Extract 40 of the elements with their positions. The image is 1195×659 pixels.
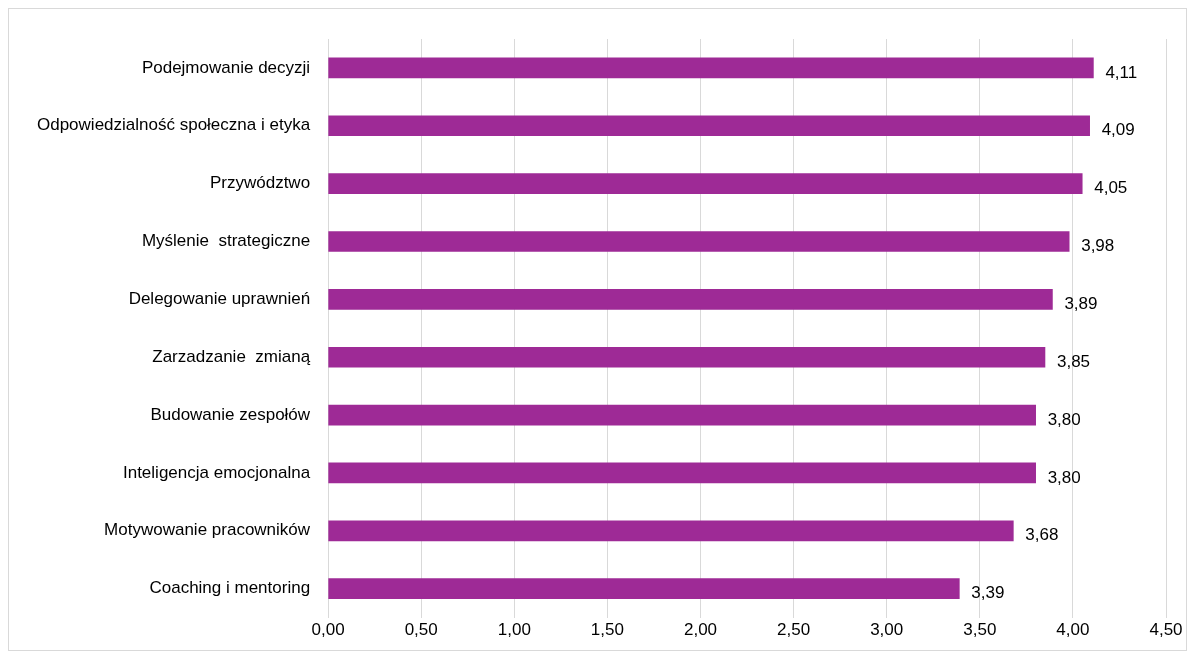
bar (328, 520, 1014, 542)
y-tick-label: Odpowiedzialność społeczna i etyka (36, 115, 311, 135)
x-tick-label: 1,50 (590, 620, 624, 640)
y-tick-label: Delegowanie uprawnień (128, 289, 311, 309)
bar (328, 57, 1094, 79)
x-tick-label: 2,00 (683, 620, 718, 640)
x-tick-label: 3,50 (963, 620, 997, 640)
y-tick-label: Inteligencja emocjonalna (122, 462, 311, 482)
x-tick-label: 0,50 (404, 620, 438, 640)
x-tick-label: 1,00 (497, 620, 531, 640)
data-label: 3,98 (1081, 236, 1115, 256)
data-label: 3,39 (971, 583, 1005, 603)
data-label: 3,89 (1064, 294, 1098, 314)
y-tick-label: Myślenie strategiczne (141, 231, 311, 251)
y-tick-label: Zarzadzanie zmianą (152, 346, 311, 366)
bar (328, 231, 1070, 252)
bar (328, 115, 1090, 137)
x-tick-label: 0,00 (311, 620, 345, 640)
x-tick-label: 4,50 (1149, 620, 1183, 640)
y-tick-label: Budowanie zespołów (150, 404, 311, 424)
y-tick-label: Motywowanie pracowników (104, 520, 311, 540)
x-tick-label: 2,50 (777, 620, 811, 640)
x-tick-label: 4,00 (1056, 620, 1090, 640)
bar (328, 578, 960, 599)
data-label: 3,80 (1047, 467, 1081, 487)
data-label: 4,05 (1094, 178, 1128, 198)
data-label: 3,85 (1056, 351, 1091, 371)
x-tick-label: 3,00 (870, 620, 904, 640)
bar (328, 289, 1053, 310)
data-label: 3,68 (1025, 525, 1059, 545)
data-label: 4,11 (1105, 62, 1138, 82)
bar (328, 173, 1083, 194)
data-label: 4,09 (1101, 120, 1135, 140)
data-label: 3,80 (1047, 409, 1081, 429)
bar (328, 404, 1036, 426)
y-tick-label: Podejmowanie decyzji (141, 57, 311, 77)
bar (328, 462, 1036, 484)
bar (328, 346, 1046, 368)
y-tick-label: Przywództwo (209, 173, 311, 193)
y-tick-label: Coaching i mentoring (149, 578, 311, 598)
